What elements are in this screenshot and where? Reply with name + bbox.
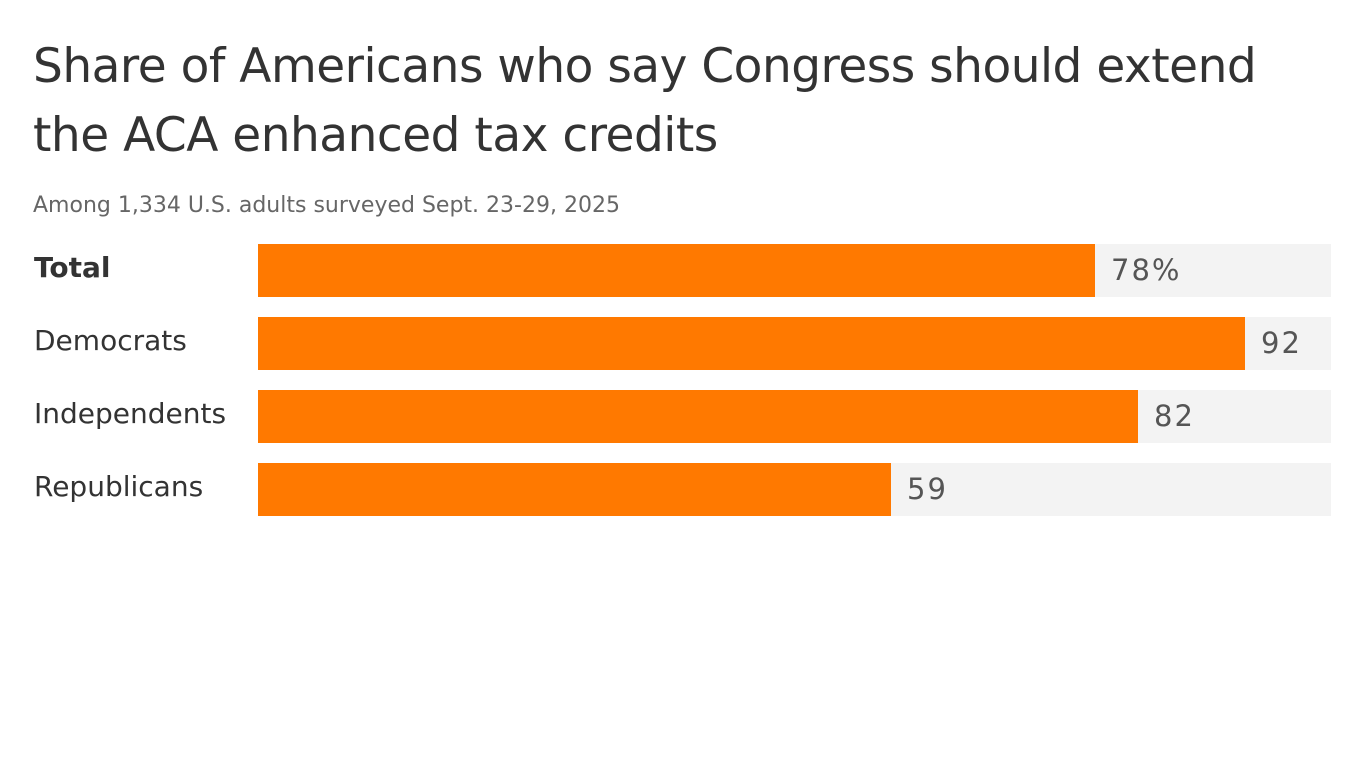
chart-subtitle: Among 1,334 U.S. adults surveyed Sept. 2… xyxy=(33,193,620,218)
bar xyxy=(258,244,1095,297)
value-label: 82 xyxy=(1154,399,1195,433)
bar-row: Total 78% xyxy=(33,244,1333,297)
value-label: 92 xyxy=(1261,326,1302,360)
bar-plot: Total 78% Democrats 92 Independents 82 R… xyxy=(33,244,1333,534)
category-label: Democrats xyxy=(34,324,187,357)
value-label: 78% xyxy=(1111,253,1182,287)
bar xyxy=(258,390,1138,443)
chart-title: Share of Americans who say Congress shou… xyxy=(33,39,1257,163)
category-label: Total xyxy=(34,251,111,284)
category-label: Independents xyxy=(34,397,227,430)
value-label: 59 xyxy=(907,472,948,506)
bar-row: Independents 82 xyxy=(33,390,1333,443)
category-label: Republicans xyxy=(34,470,204,503)
bar-track: 78% xyxy=(258,244,1331,297)
bar-track: 92 xyxy=(258,317,1331,370)
bar-track: 82 xyxy=(258,390,1331,443)
bar xyxy=(258,463,891,516)
bar xyxy=(258,317,1245,370)
chart-container: Share of Americans who say Congress shou… xyxy=(33,32,1333,516)
bar-row: Democrats 92 xyxy=(33,317,1333,370)
bar-track: 59 xyxy=(258,463,1331,516)
bar-row: Republicans 59 xyxy=(33,463,1333,516)
